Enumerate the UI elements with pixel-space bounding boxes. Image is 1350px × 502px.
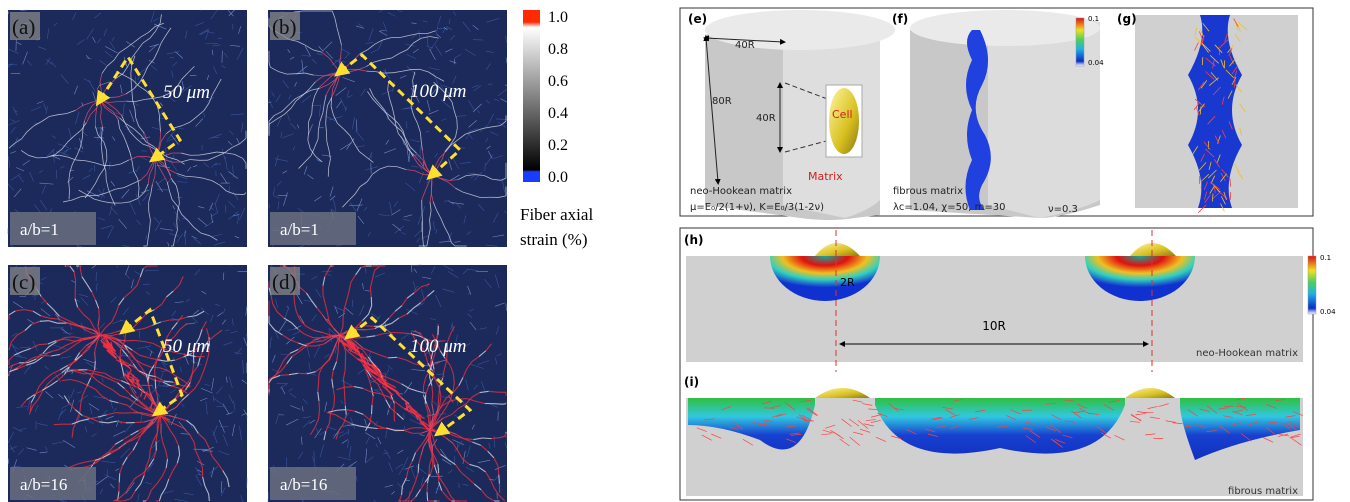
panel-label: (d) — [272, 270, 297, 294]
figure: 1.0 0.8 0.6 0.4 0.2 0.0 Fiber axial strain (%… — [0, 0, 1350, 502]
micrograph-bg — [268, 10, 507, 247]
fiber — [65, 337, 74, 338]
panel-label: (g) — [1117, 12, 1137, 26]
label: 40R — [735, 40, 755, 51]
fiber — [322, 337, 331, 338]
panel-label: (a) — [12, 15, 35, 39]
cell — [1130, 243, 1176, 256]
fiber — [429, 465, 430, 474]
label: Matrix — [808, 170, 843, 183]
fiber — [83, 373, 92, 374]
fiber — [438, 396, 439, 405]
colorbar-title: strain (%) — [520, 230, 588, 249]
colorbar-tick: 0.6 — [548, 73, 568, 90]
scale-label: 50 μm — [163, 336, 210, 357]
micrograph: 100 μm (b) a/b=1 — [268, 10, 507, 247]
micrograph: 100 μm (d) a/b=16 — [268, 265, 507, 502]
colorbar — [523, 10, 540, 182]
fiber — [1202, 57, 1203, 65]
caption: fibrous matrix — [1228, 486, 1298, 497]
colorbar — [1308, 256, 1316, 314]
caption: fibrous matrix — [893, 186, 963, 197]
caption: neo-Hookean matrix — [1196, 348, 1298, 359]
caption: neo-Hookean matrix — [690, 186, 792, 197]
fiber — [66, 371, 75, 372]
colorbar-tick: 0.8 — [548, 41, 568, 58]
caption: ν=0.3 — [1048, 204, 1078, 215]
panel-label: (h) — [684, 233, 704, 247]
fiber — [427, 492, 428, 501]
ratio-label: a/b=1 — [280, 220, 319, 239]
colorbar-title: Fiber axial — [520, 205, 593, 224]
label: 40R — [756, 113, 776, 124]
fiber — [326, 114, 327, 123]
micrograph: 50 μm (c) a/b=16 — [8, 265, 247, 502]
fiber — [418, 464, 419, 473]
colorbar-label: 0.04 — [1088, 59, 1104, 67]
colorbar-tick: 0.4 — [548, 105, 568, 122]
cylinder-top — [910, 10, 1100, 46]
fiber — [337, 410, 346, 411]
cell — [829, 88, 859, 154]
fiber — [334, 397, 335, 406]
fiber — [482, 438, 491, 439]
cylinder-top — [705, 10, 895, 50]
colorbar-tick: 0.2 — [548, 137, 568, 154]
ratio-label: a/b=1 — [20, 220, 59, 239]
fiber — [158, 397, 159, 406]
caption: λc=1.04, χ=50, m=30 — [893, 202, 1006, 213]
colorbar-tick: 1.0 — [548, 9, 568, 26]
cell — [815, 243, 860, 256]
panel-label: (c) — [12, 270, 35, 294]
fiber — [155, 370, 156, 379]
fiber — [345, 397, 346, 406]
label: Cell — [832, 108, 853, 121]
fiber — [341, 45, 342, 54]
fiber — [39, 344, 48, 345]
colorbar-label: 0.1 — [1320, 254, 1331, 262]
fiber — [54, 424, 63, 425]
scale-label: 50 μm — [163, 82, 210, 103]
fiber — [428, 412, 429, 421]
fiber — [402, 333, 411, 334]
colorbar — [1076, 18, 1084, 66]
cell — [1125, 388, 1175, 398]
label: 2R — [840, 276, 855, 289]
label: 10R — [982, 319, 1006, 333]
fiber — [388, 357, 397, 358]
caption: μ=E₀/2(1+ν), Κ=E₀/3(1-2ν) — [690, 202, 824, 213]
colorbar-label: 0.1 — [1088, 15, 1099, 23]
micrograph-bg — [8, 10, 247, 247]
panel-label: (e) — [688, 12, 707, 26]
fiber — [155, 167, 156, 176]
micrograph: 50 μm (a) a/b=1 — [8, 10, 247, 247]
label: 80R — [712, 96, 732, 107]
colorbar-tick: 0.0 — [548, 169, 568, 186]
panel-label: (f) — [892, 12, 908, 26]
fiber — [40, 321, 49, 322]
scale-label: 100 μm — [410, 336, 467, 357]
scale-label: 100 μm — [410, 81, 467, 102]
fiber — [345, 387, 354, 388]
fiber — [95, 361, 96, 370]
ratio-label: a/b=16 — [280, 475, 327, 494]
fiber — [499, 475, 500, 484]
fiber — [318, 383, 319, 392]
fiber — [280, 375, 289, 376]
panel-label: (b) — [272, 15, 297, 39]
fiber — [438, 464, 439, 473]
fiber — [432, 457, 433, 466]
fiber — [338, 344, 339, 353]
fiber — [95, 352, 96, 361]
colorbar-label: 0.04 — [1320, 308, 1336, 316]
panel-label: (i) — [684, 375, 699, 389]
ratio-label: a/b=16 — [20, 475, 67, 494]
fiber — [99, 308, 100, 317]
cell — [815, 388, 870, 398]
